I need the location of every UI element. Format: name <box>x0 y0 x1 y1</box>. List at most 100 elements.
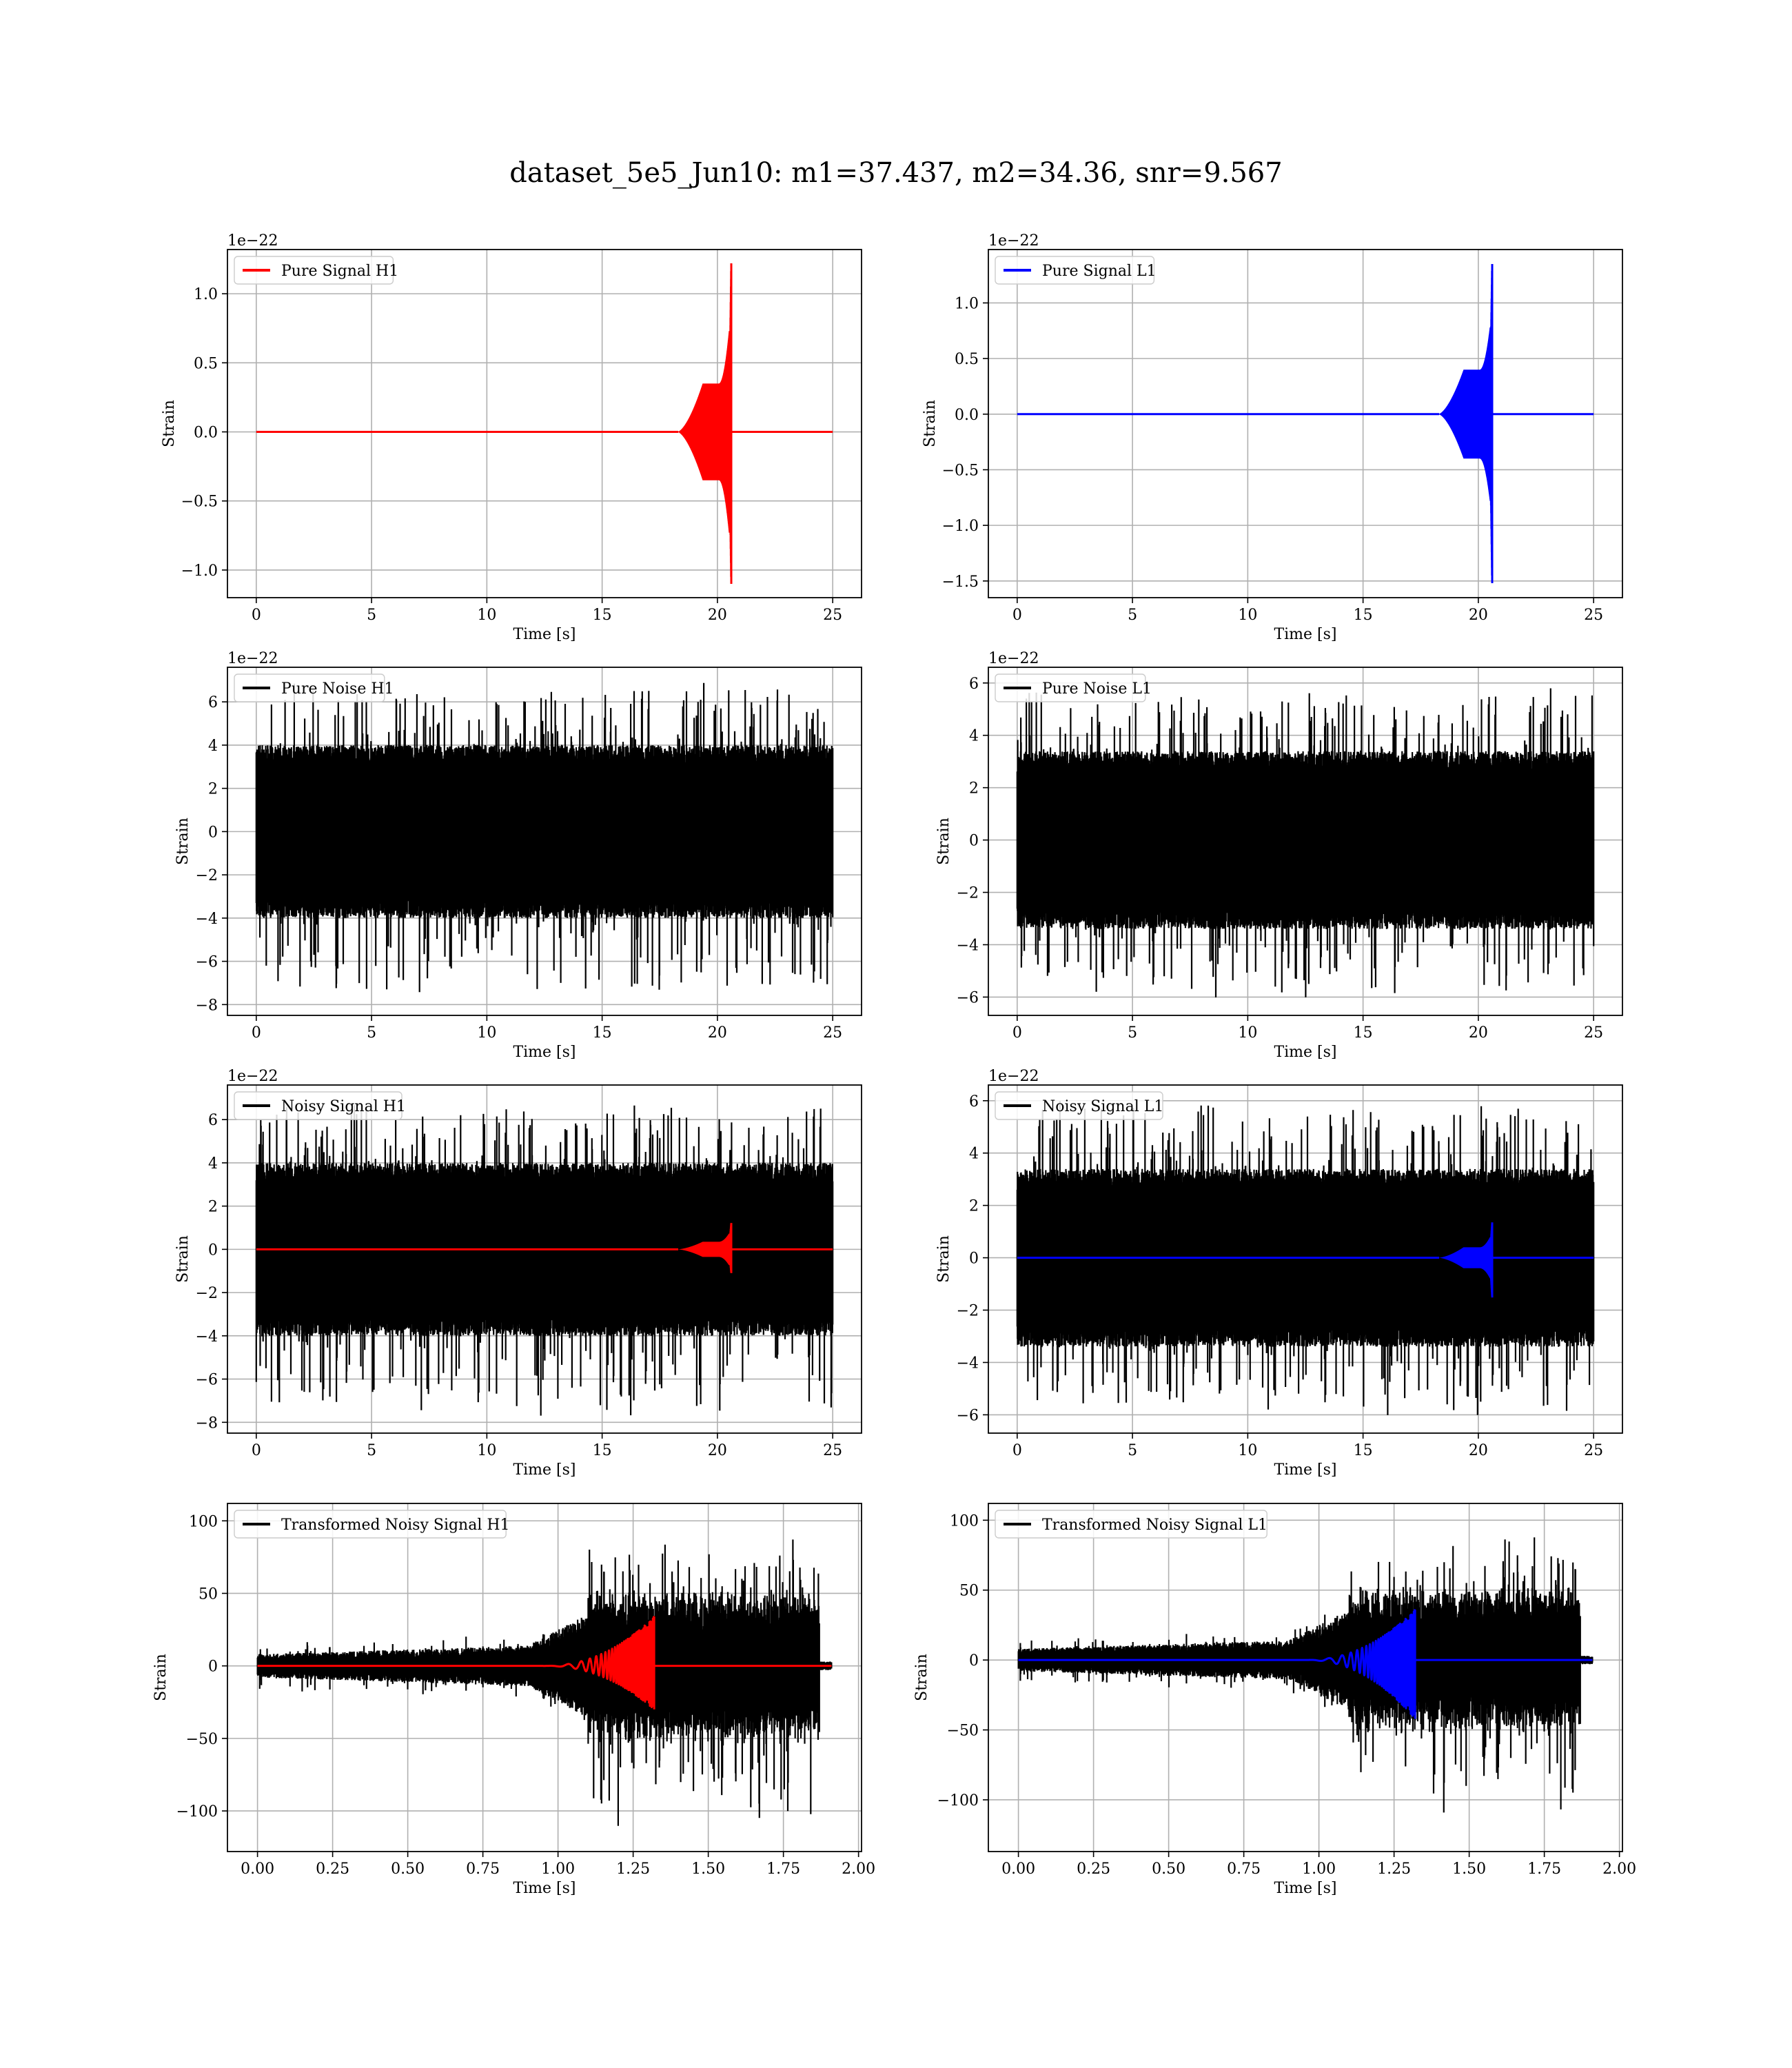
series-group <box>256 263 833 584</box>
y-tick-label: −8 <box>196 1415 218 1432</box>
y-offset-label: 1e−22 <box>227 1068 278 1085</box>
x-tick-label: 10 <box>1238 1442 1257 1459</box>
y-tick-label: 0 <box>208 1241 218 1259</box>
x-axis-label: Time [s] <box>1274 1044 1336 1061</box>
x-tick-label: 0 <box>252 1024 261 1042</box>
x-tick-label: 25 <box>823 1442 842 1459</box>
x-tick-label: 25 <box>823 1024 842 1042</box>
y-axis-label: Strain <box>935 818 953 865</box>
y-tick-label: 6 <box>208 1112 218 1129</box>
x-tick-label: 0.00 <box>241 1861 274 1878</box>
series-line-overlay-1 <box>1018 1609 1593 1719</box>
series-line-transformed-noisy-signal-h1 <box>256 1539 833 1826</box>
y-tick-label: 2 <box>969 1198 979 1215</box>
axes-frame <box>227 1084 862 1434</box>
x-tick-label: 25 <box>823 607 842 624</box>
axes-frame <box>988 1503 1623 1852</box>
y-tick-label: 4 <box>208 1155 218 1173</box>
x-tick-label: 1.75 <box>766 1861 800 1878</box>
legend-box <box>995 1510 1267 1539</box>
legend-box <box>995 1091 1163 1120</box>
x-tick-label: 20 <box>708 607 727 624</box>
legend-label: Pure Noise H1 <box>281 680 394 698</box>
x-tick-label: 15 <box>593 1024 612 1042</box>
y-axis-label: Strain <box>152 1654 170 1701</box>
y-tick-label: −4 <box>196 1328 218 1346</box>
chart-panel-transformed-noisy-signal-l1: 0.00 0.25 0.50 0.75 1.00 1.25 1.50 1.75 2.00 −100… <box>913 1503 1636 1897</box>
x-tick-label: 0.50 <box>391 1861 425 1878</box>
x-tick-label: 20 <box>1469 607 1488 624</box>
x-tick-label: 1.25 <box>616 1861 650 1878</box>
chart-panel-pure-signal-l1: 0 5 10 15 20 25 −1.5 −1.0 −0.5 0.0 0.5 1.0 Time [s] S… <box>922 232 1623 643</box>
series-group <box>1017 1537 1594 1813</box>
y-tick-label: −2 <box>196 1285 218 1302</box>
y-offset-label: 1e−22 <box>227 232 278 250</box>
series-line-transformed-noisy-signal-l1 <box>1017 1537 1594 1813</box>
x-axis-label: Time [s] <box>513 1044 576 1061</box>
y-tick-label: 0.5 <box>194 355 218 372</box>
legend-label: Pure Signal L1 <box>1042 263 1157 280</box>
y-tick-label: −6 <box>196 1372 218 1389</box>
x-tick-label: 0 <box>1012 607 1022 624</box>
x-tick-label: 5 <box>1128 1442 1137 1459</box>
y-axis-label: Strain <box>161 400 178 447</box>
x-tick-label: 10 <box>477 607 496 624</box>
y-tick-label: −2 <box>196 867 218 884</box>
legend-box <box>234 256 394 285</box>
x-tick-label: 1.50 <box>1452 1861 1486 1878</box>
series-group <box>255 682 834 993</box>
y-tick-label: −4 <box>196 911 218 928</box>
series-line-overlay-1 <box>256 1223 833 1273</box>
y-tick-label: 1.0 <box>194 286 218 303</box>
y-tick-label: −0.5 <box>942 462 979 479</box>
y-tick-label: −1.0 <box>181 562 218 580</box>
x-tick-label: 1.50 <box>691 1861 725 1878</box>
x-tick-label: 0.50 <box>1152 1861 1185 1878</box>
y-axis-label: Strain <box>174 818 192 865</box>
x-tick-label: 20 <box>708 1024 727 1042</box>
y-axis-label: Strain <box>922 400 939 447</box>
y-offset-label: 1e−22 <box>988 232 1039 250</box>
x-tick-label: 0.75 <box>1227 1861 1261 1878</box>
x-axis-label: Time [s] <box>513 1880 576 1897</box>
series-line-overlay-1 <box>257 1616 832 1710</box>
x-tick-label: 1.00 <box>541 1861 575 1878</box>
x-tick-label: 25 <box>1584 1442 1603 1459</box>
x-tick-label: 5 <box>367 607 376 624</box>
chart-panel-pure-signal-h1: 0 5 10 15 20 25 −1.0 −0.5 0.0 0.5 1.0 Time [s] Strai… <box>161 232 862 643</box>
chart-panel-noisy-signal-h1: 0 5 10 15 20 25 −8 −6 −4 −2 0 2 4 6 Time [s] Strain 1e−2… <box>174 1068 862 1479</box>
series-group <box>256 1539 833 1826</box>
x-tick-label: 15 <box>593 607 612 624</box>
x-axis-label: Time [s] <box>1274 626 1336 643</box>
x-axis-label: Time [s] <box>1274 1461 1336 1479</box>
axes-frame <box>227 667 862 1016</box>
y-tick-label: 2 <box>208 1199 218 1216</box>
legend-label: Noisy Signal H1 <box>281 1098 406 1115</box>
y-tick-label: −1.0 <box>942 518 979 535</box>
y-tick-label: 0 <box>208 1659 218 1676</box>
x-tick-label: 10 <box>1238 607 1257 624</box>
legend-box <box>995 256 1155 285</box>
y-tick-label: −50 <box>947 1723 979 1740</box>
series-line-pure-signal-h1 <box>256 263 833 584</box>
legend-box <box>234 1510 507 1539</box>
x-tick-label: 10 <box>1238 1024 1257 1042</box>
series-group <box>1016 1101 1595 1415</box>
x-tick-label: 20 <box>1469 1024 1488 1042</box>
y-tick-label: −4 <box>957 937 979 954</box>
y-tick-label: −50 <box>186 1731 218 1748</box>
y-tick-label: 100 <box>189 1513 218 1530</box>
y-tick-label: 0 <box>208 824 218 841</box>
x-tick-label: 25 <box>1584 607 1603 624</box>
x-tick-label: 2.00 <box>842 1861 875 1878</box>
x-tick-label: 25 <box>1584 1024 1603 1042</box>
y-tick-label: −6 <box>957 989 979 1006</box>
x-tick-label: 20 <box>1469 1442 1488 1459</box>
y-tick-label: 2 <box>969 780 979 798</box>
x-tick-label: 0.75 <box>466 1861 500 1878</box>
x-tick-label: 0 <box>252 607 261 624</box>
y-tick-label: −4 <box>957 1355 979 1372</box>
x-tick-label: 15 <box>1354 607 1373 624</box>
series-group <box>255 1104 834 1416</box>
chart-panel-transformed-noisy-signal-h1: 0.00 0.25 0.50 0.75 1.00 1.25 1.50 1.75 2.00 −100… <box>152 1503 875 1897</box>
